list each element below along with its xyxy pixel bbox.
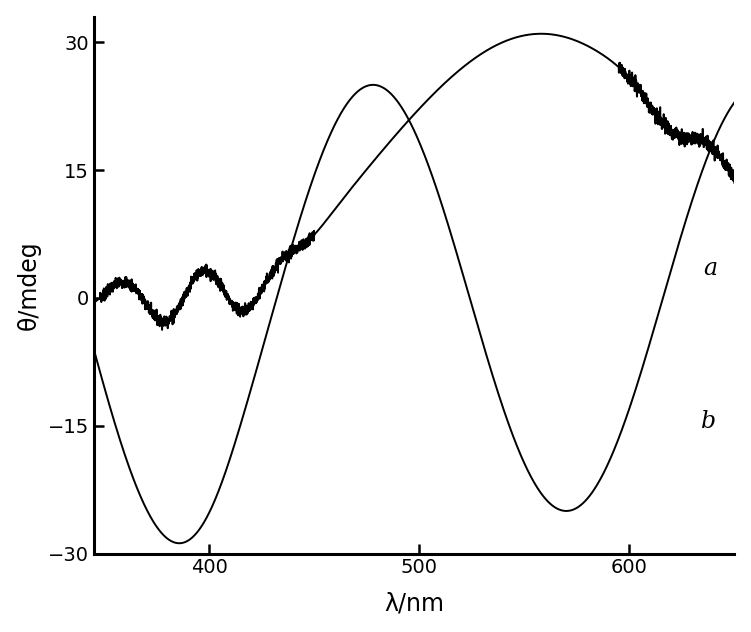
X-axis label: λ/nm: λ/nm — [384, 592, 444, 616]
Text: b: b — [701, 410, 716, 433]
Text: a: a — [703, 257, 717, 279]
Y-axis label: θ/mdeg: θ/mdeg — [17, 240, 41, 330]
